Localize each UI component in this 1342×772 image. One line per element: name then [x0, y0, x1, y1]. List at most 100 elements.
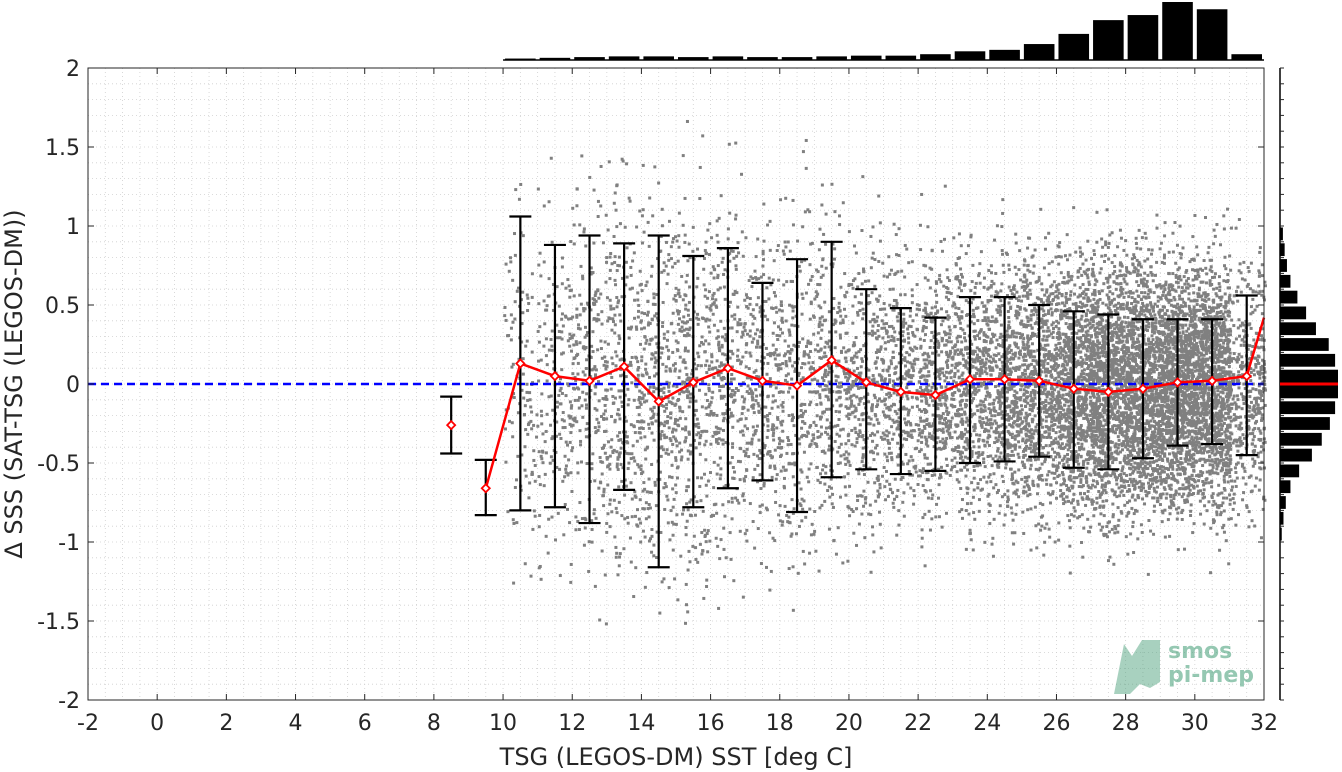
scatter-point [633, 431, 637, 435]
scatter-point [666, 396, 670, 400]
scatter-point [869, 234, 873, 238]
scatter-point [671, 237, 675, 241]
scatter-point [913, 466, 917, 470]
scatter-point [754, 345, 758, 349]
scatter-point [813, 509, 817, 513]
scatter-point [954, 349, 958, 353]
scatter-point [647, 502, 651, 506]
scatter-point [638, 389, 642, 393]
scatter-point [768, 219, 772, 223]
scatter-point [1018, 249, 1022, 253]
scatter-point [938, 417, 942, 421]
scatter-point [978, 337, 982, 341]
scatter-point [1018, 307, 1022, 311]
scatter-point [652, 543, 656, 547]
scatter-point [831, 262, 835, 266]
scatter-point [1010, 531, 1014, 535]
scatter-point [617, 255, 621, 259]
scatter-point [536, 424, 540, 428]
scatter-point [556, 511, 560, 515]
scatter-point [722, 412, 726, 416]
scatter-point [1009, 443, 1013, 447]
scatter-point [735, 498, 739, 502]
scatter-point [970, 357, 974, 361]
scatter-point [604, 213, 608, 217]
scatter-point [948, 473, 952, 477]
scatter-point [705, 578, 709, 582]
scatter-point [876, 474, 880, 478]
scatter-point [940, 416, 944, 420]
scatter-point [853, 415, 857, 419]
scatter-point [998, 432, 1002, 436]
scatter-point [780, 423, 784, 427]
scatter-point [545, 304, 549, 308]
scatter-point [880, 326, 884, 330]
scatter-point [856, 313, 860, 317]
scatter-point [603, 340, 607, 344]
scatter-point [966, 419, 970, 423]
scatter-point [944, 457, 948, 461]
scatter-point [615, 450, 619, 454]
scatter-point [539, 577, 543, 581]
scatter-point [945, 464, 949, 468]
scatter-point [945, 471, 949, 475]
scatter-point [784, 352, 788, 356]
scatter-point [971, 385, 975, 389]
scatter-point [528, 398, 532, 402]
scatter-point [674, 428, 678, 432]
scatter-point [667, 381, 671, 385]
scatter-point [1012, 293, 1016, 297]
scatter-point [756, 342, 760, 346]
scatter-point [531, 381, 535, 385]
scatter-point [860, 494, 864, 498]
scatter-point [721, 396, 725, 400]
scatter-point [676, 598, 680, 602]
scatter-point [927, 435, 931, 439]
scatter-point [641, 529, 645, 533]
scatter-point [684, 327, 688, 331]
scatter-point [604, 388, 608, 392]
scatter-point [1002, 523, 1006, 527]
scatter-point [987, 347, 991, 351]
scatter-point [857, 522, 861, 526]
scatter-point [930, 517, 934, 521]
scatter-point [761, 264, 765, 268]
scatter-point [645, 280, 649, 284]
scatter-point [535, 413, 539, 417]
scatter-point [666, 521, 670, 525]
scatter-point [1006, 438, 1010, 442]
scatter-point [741, 355, 745, 359]
scatter-point [669, 322, 673, 326]
scatter-point [922, 338, 926, 342]
scatter-point [667, 400, 671, 404]
scatter-point [810, 439, 814, 443]
scatter-point [755, 375, 759, 379]
scatter-point [995, 427, 999, 431]
scatter-point [918, 408, 922, 412]
scatter-point [776, 416, 780, 420]
scatter-point [806, 339, 810, 343]
scatter-point [544, 429, 548, 433]
scatter-point [781, 320, 785, 324]
scatter-point [650, 264, 654, 268]
scatter-point [909, 486, 913, 490]
scatter-point [526, 423, 530, 427]
scatter-point [1009, 356, 1013, 360]
scatter-point [1006, 444, 1010, 448]
scatter-point [903, 364, 907, 368]
scatter-point [524, 344, 528, 348]
scatter-point [863, 536, 867, 540]
scatter-point [675, 239, 679, 243]
scatter-point [687, 430, 691, 434]
scatter-point [741, 492, 745, 496]
scatter-point [860, 512, 864, 516]
scatter-point [512, 581, 516, 585]
scatter-point [771, 331, 775, 335]
scatter-point [973, 329, 977, 333]
scatter-point [852, 531, 856, 535]
scatter-point [856, 432, 860, 436]
scatter-point [628, 287, 632, 291]
scatter-point [885, 429, 889, 433]
scatter-point [920, 440, 924, 444]
scatter-point [1007, 263, 1011, 267]
